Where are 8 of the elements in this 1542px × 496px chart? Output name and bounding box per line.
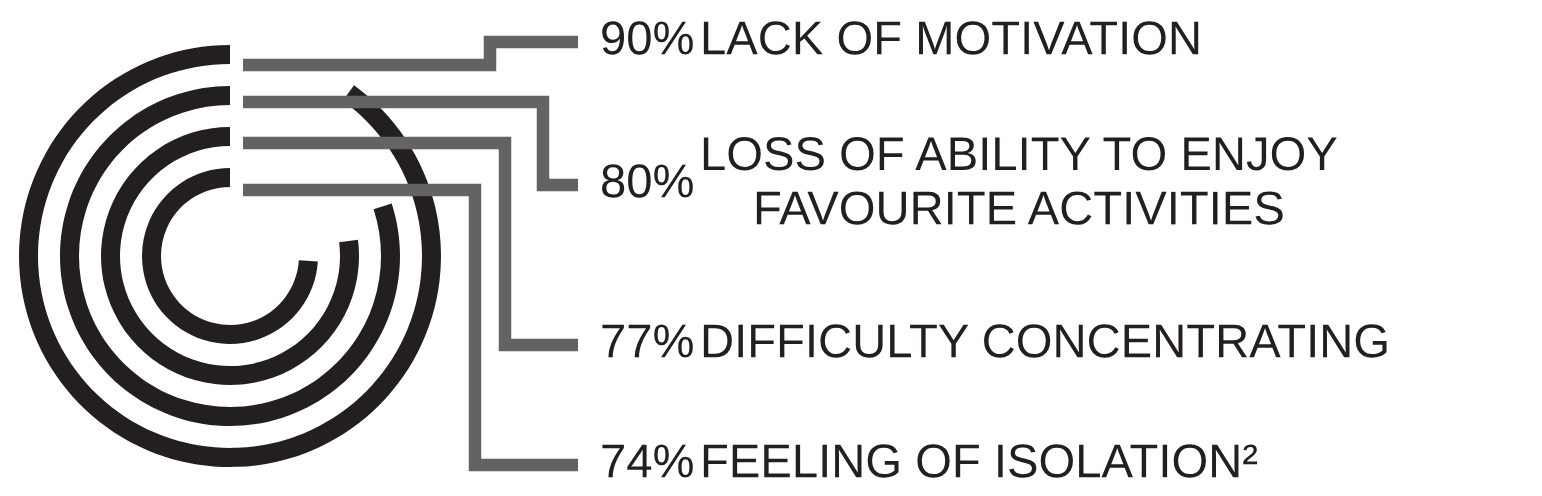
data-label: 77% <box>602 324 693 358</box>
data-label: 90% <box>602 21 693 55</box>
category-label: FEELING OF ISOLATION² <box>703 444 1258 478</box>
category-label: LACK OF MOTIVATION <box>703 21 1199 55</box>
data-label: 74% <box>602 444 693 478</box>
data-label: 80% <box>602 164 693 198</box>
category-label: DIFFICULTY CONCENTRATING <box>703 324 1387 358</box>
category-label: LOSS OF ABILITY TO ENJOY FAVOURITE ACTIVITIES <box>703 137 1337 225</box>
